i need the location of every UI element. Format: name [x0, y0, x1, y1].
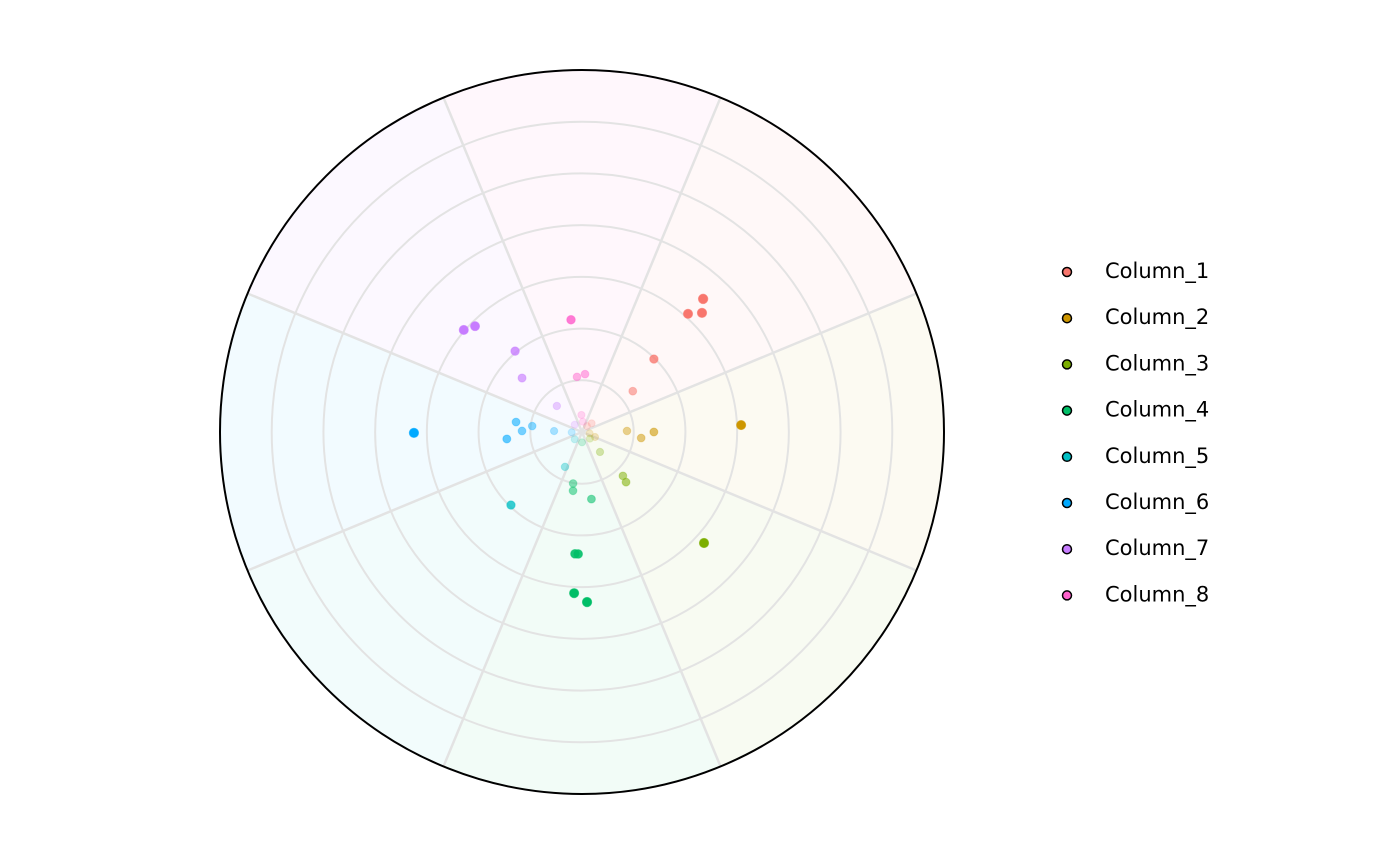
point: [511, 417, 521, 427]
legend-marker: [1061, 451, 1073, 463]
grid-circle: [270, 120, 894, 744]
point: [698, 537, 710, 549]
point: [622, 426, 632, 436]
point: [585, 434, 594, 443]
point: [736, 419, 747, 431]
point: [458, 324, 469, 336]
point: [697, 293, 709, 305]
point: [560, 462, 570, 472]
sector: [247, 97, 582, 433]
spoke: [442, 431, 584, 767]
point: [470, 321, 481, 332]
sector: [220, 293, 583, 571]
point: [570, 435, 579, 444]
point: [649, 354, 659, 364]
point: [582, 422, 592, 431]
point: [570, 420, 579, 429]
point: [552, 401, 562, 411]
point: [587, 419, 596, 428]
point: [506, 500, 516, 510]
point: [696, 307, 708, 318]
legend-label: Column_1: [1105, 259, 1209, 284]
point: [577, 438, 587, 447]
point: [578, 417, 587, 426]
point: [595, 447, 605, 457]
spoke: [581, 430, 917, 572]
grid-circle: [425, 275, 739, 589]
point: [590, 432, 600, 442]
point: [572, 372, 582, 382]
spoke: [247, 430, 583, 572]
sector: [582, 97, 917, 433]
point: [527, 421, 537, 431]
point: [502, 434, 512, 444]
point: [649, 427, 659, 437]
grid-circle: [529, 379, 635, 485]
sector: [247, 432, 582, 767]
point: [549, 426, 559, 436]
point: [621, 477, 631, 487]
grid-circle: [374, 224, 790, 640]
point: [586, 494, 596, 504]
legend-marker: [1061, 312, 1073, 324]
spoke: [580, 97, 722, 433]
legend-marker: [1061, 266, 1073, 278]
point: [569, 588, 580, 599]
legend-marker: [1061, 359, 1073, 370]
point: [628, 386, 638, 396]
polar-frame: [219, 69, 945, 795]
point: [577, 410, 586, 420]
legend-label: Column_6: [1105, 490, 1209, 515]
legend-label: Column_8: [1105, 582, 1209, 607]
point: [568, 486, 578, 496]
sector: [582, 432, 917, 767]
legend-marker: [1061, 497, 1073, 509]
point: [408, 427, 420, 439]
spoke: [247, 292, 583, 434]
spoke: [580, 431, 722, 767]
point: [580, 369, 590, 379]
legend-marker: [1061, 590, 1073, 601]
sector: [582, 293, 944, 571]
grid-circle: [322, 172, 842, 692]
legend-label: Column_4: [1105, 398, 1209, 423]
spoke: [442, 97, 584, 433]
legend-label: Column_3: [1105, 351, 1209, 376]
point: [517, 426, 527, 436]
spoke: [581, 292, 917, 434]
legend-marker: [1061, 405, 1073, 416]
point: [510, 346, 520, 356]
point: [567, 428, 576, 437]
legend-label: Column_7: [1105, 536, 1209, 561]
point: [636, 433, 646, 443]
point: [682, 308, 694, 319]
point: [566, 315, 576, 325]
legend-marker: [1061, 543, 1073, 555]
legend-label: Column_5: [1105, 444, 1209, 469]
point: [517, 373, 527, 383]
point: [568, 479, 578, 488]
sector: [443, 70, 721, 433]
grid-circle: [477, 327, 687, 537]
point: [585, 429, 594, 438]
legend-label: Column_2: [1105, 305, 1209, 330]
point: [573, 549, 583, 559]
point: [581, 596, 593, 608]
sector: [443, 432, 721, 794]
